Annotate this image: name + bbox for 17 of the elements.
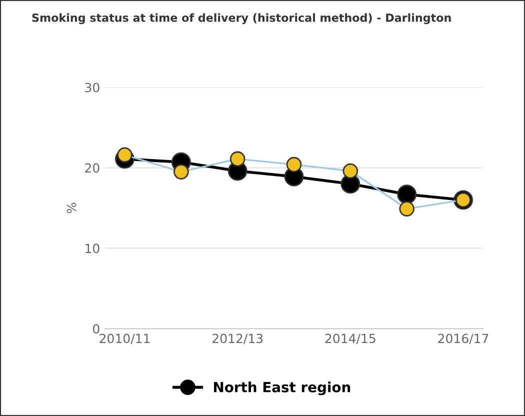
y-tick-label: 0 (93, 324, 100, 334)
x-tick-label: 2010/11 (100, 334, 150, 344)
point (230, 151, 246, 167)
point (286, 156, 302, 172)
legend-label: North East region (214, 382, 350, 396)
point (174, 164, 189, 180)
point (399, 201, 414, 216)
x-tick-label: 2012/13 (212, 334, 263, 344)
y-tick-label: 10 (86, 244, 100, 254)
chart-title: Smoking status at time of delivery (historical method) - Darlington (32, 13, 451, 24)
y-axis-title: % (66, 202, 76, 214)
y-tick-label: 20 (85, 163, 100, 173)
point (397, 184, 417, 204)
x-tick-label: 2014/15 (325, 334, 376, 344)
y-tick-label: 30 (85, 82, 100, 92)
x-tick-label: 2016/17 (438, 334, 488, 344)
point (342, 163, 358, 179)
